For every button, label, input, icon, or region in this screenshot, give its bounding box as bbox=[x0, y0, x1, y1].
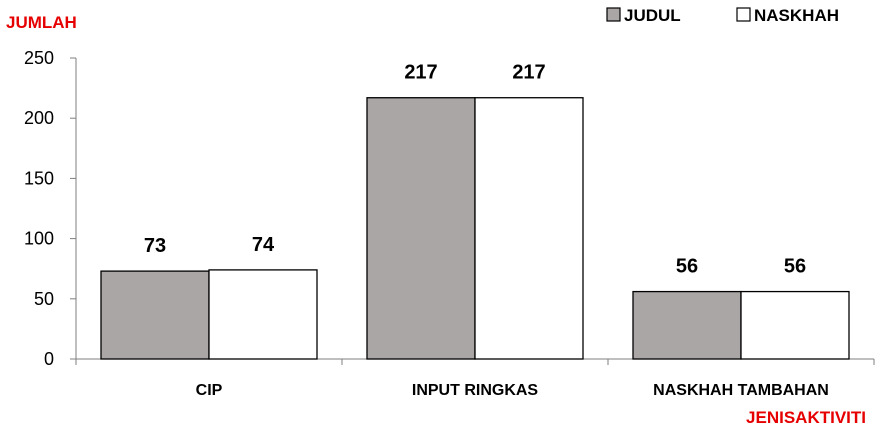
y-tick-label: 250 bbox=[24, 48, 54, 68]
legend-label-judul: JUDUL bbox=[624, 6, 681, 25]
y-tick-label: 150 bbox=[24, 168, 54, 188]
data-label: 217 bbox=[512, 62, 545, 84]
bar-naskhah-1 bbox=[208, 269, 318, 360]
y-tick-label: 200 bbox=[24, 108, 54, 128]
legend-swatch-judul bbox=[606, 7, 621, 22]
data-label: 56 bbox=[676, 256, 698, 278]
y-axis-title: JUMLAH bbox=[6, 13, 77, 32]
bar-judul-3 bbox=[632, 290, 742, 360]
bar-naskhah-2 bbox=[474, 97, 584, 360]
y-tick-label: 100 bbox=[24, 229, 54, 249]
category-label: INPUT RINGKAS bbox=[412, 382, 539, 399]
data-label: 74 bbox=[252, 234, 275, 256]
bar-group: 73 74 217 217 56 56 bbox=[100, 62, 850, 360]
category-label: NASKHAH TAMBAHAN bbox=[653, 382, 829, 399]
category-label: CIP bbox=[196, 382, 223, 399]
data-label: 73 bbox=[144, 235, 166, 257]
bar-judul-2 bbox=[366, 97, 476, 360]
legend-swatch-naskhah bbox=[736, 7, 751, 22]
bar-naskhah-3 bbox=[740, 290, 850, 360]
data-label: 217 bbox=[404, 62, 437, 84]
y-tick-label: 0 bbox=[44, 349, 54, 369]
y-tick-label: 50 bbox=[34, 289, 54, 309]
bar-judul-1 bbox=[100, 270, 210, 360]
y-tick-group: 0 50 100 150 200 250 bbox=[24, 48, 875, 369]
legend: JUDUL NASKHAH bbox=[606, 6, 839, 25]
x-axis-title: JENISAKTIVITI bbox=[746, 408, 866, 427]
data-label: 56 bbox=[784, 256, 806, 278]
category-label-group: CIP INPUT RINGKAS NASKHAH TAMBAHAN bbox=[196, 382, 829, 399]
legend-label-naskhah: NASKHAH bbox=[754, 6, 839, 25]
